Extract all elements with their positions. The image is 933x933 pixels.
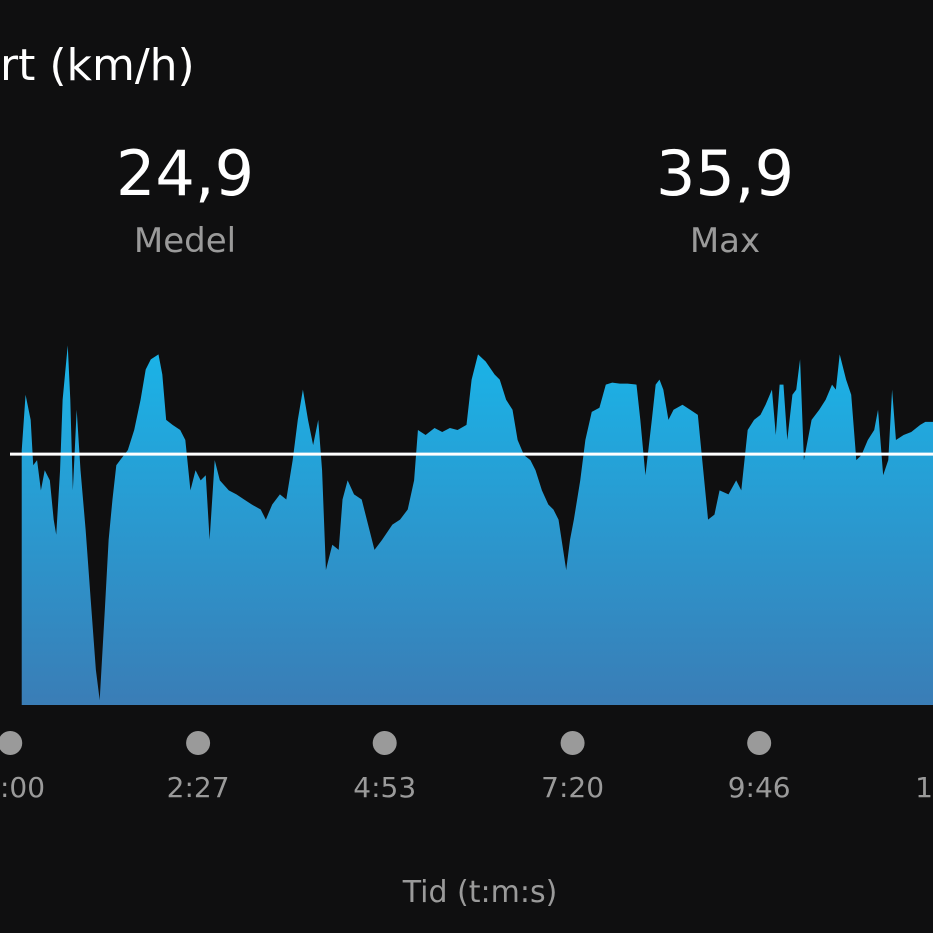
x-tick-dot [0,731,23,755]
x-tick-label: 4:53 [353,771,416,804]
stat-label: Max [690,221,760,261]
x-tick-dot [372,731,397,755]
x-tick-dot [747,731,772,755]
speed-area [21,345,933,705]
x-tick-dot [560,731,585,755]
x-tick-label: 7:20 [541,771,604,804]
chart-title: rt (km/h) [0,40,195,91]
x-tick-label: :00 [0,771,45,804]
x-axis-label: Tid (t:m:s) [402,875,558,910]
x-tick-label: 1 [915,771,933,804]
x-tick-label: 2:27 [167,771,230,804]
x-tick-label: 9:46 [728,771,791,804]
stat-label: Medel [134,221,236,261]
stat-value: 24,9 [116,137,254,210]
x-tick-dot [186,731,211,755]
stat-value: 35,9 [656,137,794,210]
